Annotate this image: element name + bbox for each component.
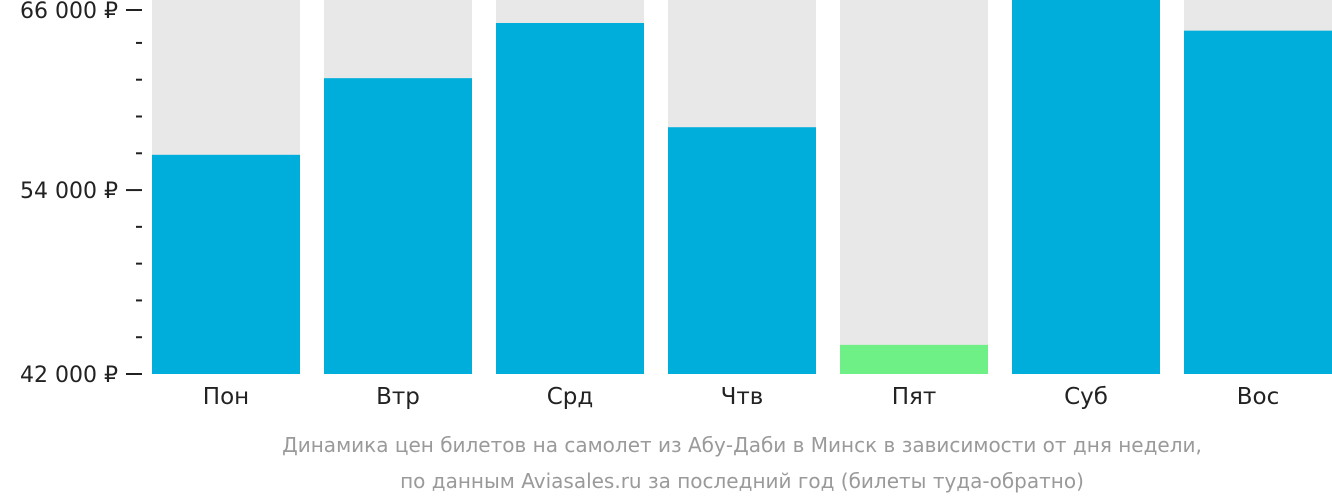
chart-caption: Динамика цен билетов на самолет из Абу-Д… — [282, 433, 1202, 493]
y-tick-label-3: 42 000 ₽ — [20, 363, 118, 388]
x-tick-label-2: Втр — [376, 384, 420, 410]
y-tick-label-2: 54 000 ₽ — [20, 179, 118, 204]
x-tick-label-6: Суб — [1064, 384, 1108, 410]
bar-1 — [152, 154, 300, 374]
x-tick-label-3: Срд — [547, 384, 594, 410]
x-tick-label-7: Вос — [1237, 384, 1280, 410]
x-tick-label-1: Пон — [203, 384, 249, 410]
x-axis-labels: Пон Втр Срд Чтв Пят Суб Вос — [203, 384, 1279, 410]
bar-4 — [668, 127, 816, 374]
y-axis: 66 000 ₽ 54 000 ₽ 42 000 ₽ — [20, 0, 142, 388]
bar-6 — [1012, 0, 1160, 374]
x-tick-label-5: Пят — [892, 384, 937, 410]
bar-7 — [1184, 30, 1332, 375]
bar-5 — [840, 344, 988, 374]
bar-background-5 — [840, 0, 988, 374]
bar-2 — [324, 78, 472, 375]
caption-line-2: по данным Aviasales.ru за последний год … — [400, 469, 1084, 493]
bar-3 — [496, 22, 644, 375]
caption-line-1: Динамика цен билетов на самолет из Абу-Д… — [282, 433, 1202, 457]
x-tick-label-4: Чтв — [721, 384, 764, 410]
y-tick-label-1: 66 000 ₽ — [20, 0, 118, 24]
bars — [152, 0, 1332, 375]
